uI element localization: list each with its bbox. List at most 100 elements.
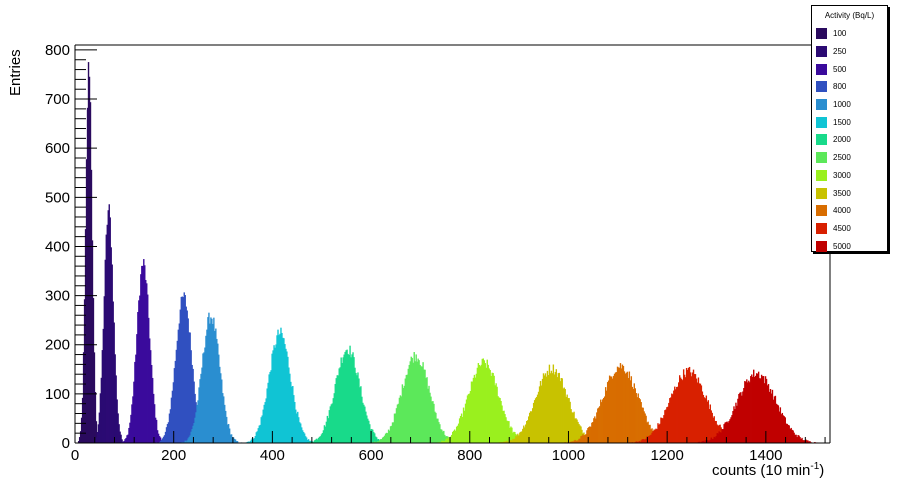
histogram-bin [437, 418, 439, 443]
legend-swatch [816, 205, 827, 217]
histogram-bin [677, 386, 679, 443]
histogram-bin [192, 368, 194, 443]
legend-entry: 1500 [812, 113, 887, 131]
histogram-bin [205, 335, 207, 443]
histogram-bin [155, 419, 158, 443]
series-4500 [628, 366, 750, 443]
histogram-bin [622, 365, 625, 443]
histogram-bin [742, 391, 744, 443]
histogram-bin [745, 381, 747, 443]
histogram-bin [598, 407, 600, 443]
histogram-bin [702, 394, 705, 443]
histogram-bin [200, 373, 202, 443]
legend: Activity (Bq/L) 100 250 500 800 1000 1500 2000… [811, 5, 888, 252]
histogram-bin [771, 389, 774, 443]
histogram-bin [761, 376, 764, 443]
histogram-bin [739, 392, 741, 443]
histogram-bin [355, 372, 357, 443]
histogram-bin [129, 422, 131, 443]
histogram-bin [711, 438, 713, 443]
histogram-bin [558, 372, 560, 443]
histogram-bin [785, 423, 787, 443]
histogram-bin [334, 383, 336, 443]
histogram-bin [645, 415, 647, 443]
histogram-bin [661, 417, 663, 443]
histogram-bin [586, 430, 588, 443]
histogram-bin [174, 360, 177, 443]
histogram-bin [657, 423, 659, 443]
histogram-bin [693, 374, 696, 443]
histogram-bin [282, 337, 284, 443]
histogram-bin [490, 375, 492, 443]
histogram-bin [261, 415, 263, 443]
histogram-bin [123, 440, 125, 443]
histogram-bin [374, 433, 376, 443]
histogram-bin [756, 373, 759, 443]
histogram-bin [652, 431, 654, 443]
histogram-bin [775, 403, 778, 443]
histogram-bin [221, 379, 223, 443]
histogram-bin [316, 439, 319, 443]
histogram-bin [321, 433, 324, 443]
histogram-bin [542, 373, 545, 443]
histogram-bin [610, 376, 613, 443]
histogram-bin [270, 370, 272, 443]
histogram-bin [379, 439, 382, 443]
histogram-bin [584, 434, 586, 443]
histogram-bin [561, 378, 563, 443]
histogram-bin [621, 364, 624, 443]
histogram-bin [313, 440, 316, 443]
histogram-bin [763, 383, 766, 443]
histogram-bin [582, 434, 584, 443]
histogram-bin [800, 438, 802, 443]
histogram-bin [482, 358, 484, 443]
histogram-bin [484, 363, 486, 443]
histogram-bin [409, 361, 411, 443]
histogram-bin [711, 412, 713, 443]
x-tick-label: 800 [457, 447, 482, 464]
histogram-bin [528, 412, 531, 443]
histogram-bin [485, 367, 487, 443]
histogram-bin [776, 404, 779, 443]
histogram-bin [415, 354, 417, 443]
histogram-bin [166, 424, 169, 443]
histogram-bin [89, 102, 92, 443]
legend-swatch [816, 222, 827, 234]
histogram-bin [660, 417, 662, 443]
histogram-bin [307, 439, 310, 443]
histogram-bin [616, 366, 619, 443]
histogram-bin [186, 440, 188, 443]
histogram-bin [573, 411, 575, 443]
histogram-bin [773, 396, 776, 443]
histogram-bin [441, 429, 443, 443]
histogram-bin [336, 375, 338, 443]
histogram-bin [395, 408, 398, 443]
histogram-bin [207, 317, 209, 443]
histogram-bin [163, 435, 166, 443]
histogram-bin [712, 417, 714, 443]
histogram-bin [304, 436, 307, 443]
histogram-bin [679, 377, 682, 443]
histogram-bin [350, 357, 352, 443]
histogram-bin [222, 393, 224, 443]
histogram-bin [748, 380, 750, 443]
histogram-bin [614, 372, 617, 443]
histogram-bin [85, 159, 88, 443]
histogram-bin [548, 364, 551, 443]
legend-title: Activity (Bq/L) [824, 11, 875, 20]
histogram-bin [770, 393, 773, 443]
histogram-bin [396, 404, 399, 443]
histogram-bin [386, 433, 389, 443]
histogram-bin [215, 328, 217, 443]
histogram-bin [201, 367, 203, 443]
histogram-bin [627, 378, 630, 443]
histogram-bin [425, 378, 427, 443]
histogram-bin [260, 417, 262, 443]
histogram-bin [514, 438, 516, 443]
histogram-bin [266, 388, 268, 443]
histogram-bin [747, 382, 749, 443]
histogram-bin [716, 433, 718, 443]
histogram-bin [290, 381, 292, 443]
histogram-bin [347, 353, 349, 443]
legend-label: 3500 [833, 188, 851, 198]
